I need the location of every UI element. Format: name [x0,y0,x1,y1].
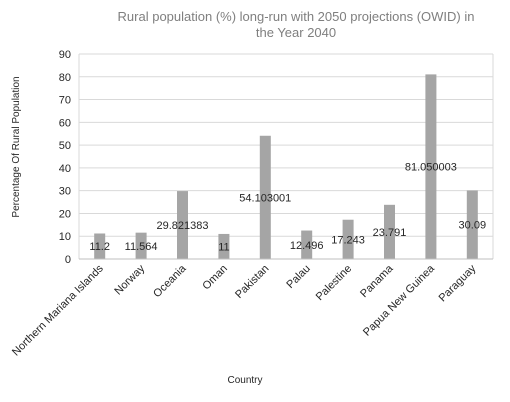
data-label: 11 [218,241,229,253]
y-tick-label: 30 [59,186,71,198]
gridlines [78,53,494,259]
x-tick-label: Pakistan [233,263,271,301]
data-label: 17.243 [331,234,365,246]
y-tick-label: 60 [59,117,71,129]
bar [301,230,313,259]
bar [259,135,271,259]
bar [135,232,147,259]
y-tick-label: 80 [59,72,71,84]
y-tick-label: 0 [65,254,71,266]
bar [94,233,106,259]
chart-title-line-2: the Year 2040 [256,25,336,40]
bar [218,233,230,259]
x-tick-label: Palestine [314,263,354,303]
y-tick-label: 90 [59,49,71,61]
x-tick-label: Northern Mariana Islands [10,262,106,358]
data-label: 54.103001 [239,192,291,204]
bar [466,190,478,259]
y-tick-label: 40 [59,163,71,175]
y-tick-label: 10 [59,231,71,243]
x-tick-label: Papua New Guinea [361,262,438,339]
data-label: 29.821383 [157,220,209,232]
y-axis-ticks: 0 10 20 30 40 50 60 70 80 90 [59,49,71,266]
x-tick-label: Norway [112,262,147,297]
bar [342,219,354,259]
y-axis-label: Percentage Of Rural Population [11,76,22,217]
x-tick-label: Panama [358,262,396,300]
y-tick-label: 20 [59,208,71,220]
data-label: 12.496 [290,240,324,252]
x-axis-ticks: Northern Mariana Islands Norway Oceania Oma… [10,262,479,358]
data-label: 30.09 [459,220,487,232]
x-axis-label: Country [227,375,262,386]
chart-title: Rural population (%) long-run with 2050 … [118,9,475,40]
data-label: 81.050003 [405,162,457,174]
data-labels: 11.2 11.564 29.821383 11 54.103001 12.496 17.2… [89,162,486,254]
chart-title-line-1: Rural population (%) long-run with 2050 … [118,9,475,24]
data-label: 11.564 [125,241,158,253]
bar [177,191,188,259]
x-tick-label: Paraguay [437,262,479,304]
bars [94,74,478,259]
bar [384,204,395,259]
data-label: 23.791 [373,227,407,239]
x-tick-label: Oman [200,263,230,293]
data-label: 11.2 [89,241,110,253]
x-tick-label: Palau [284,263,312,291]
y-tick-label: 70 [59,95,71,107]
x-tick-label: Oceania [151,262,189,300]
y-tick-label: 50 [59,140,71,152]
bar [425,74,437,259]
